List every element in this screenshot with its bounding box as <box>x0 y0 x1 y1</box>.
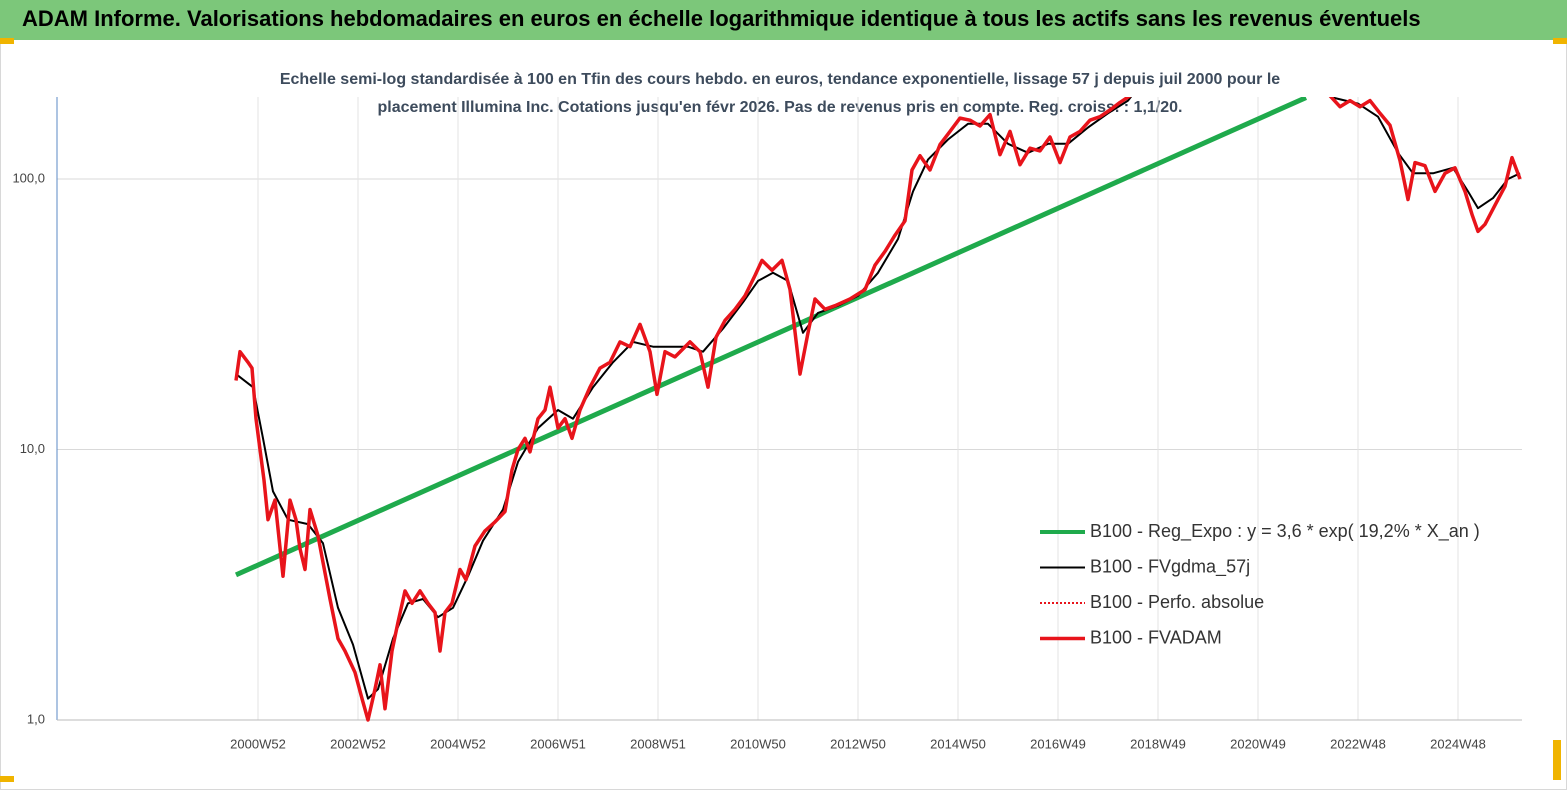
legend-label: B100 - FVgdma_57j <box>1090 556 1250 577</box>
x-tick-label: 2022W48 <box>1330 736 1386 751</box>
legend-label: B100 - Reg_Expo : y = 3,6 * exp( 19,2% *… <box>1090 521 1480 542</box>
header-bar <box>0 0 1567 40</box>
x-tick-label: 2008W51 <box>630 736 686 751</box>
series-line <box>235 97 1521 700</box>
x-tick-label: 2024W48 <box>1430 736 1486 751</box>
plot <box>234 97 1522 722</box>
x-tick-label: 2010W50 <box>730 736 786 751</box>
x-tick-label: 2004W52 <box>430 736 486 751</box>
legend-label: B100 - Perfo. absolue <box>1090 592 1264 612</box>
y-tick-label: 100,0 <box>12 170 45 185</box>
x-tick-label: 2016W49 <box>1030 736 1086 751</box>
chart-title: ADAM Informe. Valorisations hebdomadaire… <box>22 6 1421 31</box>
x-tick-label: 2014W50 <box>930 736 986 751</box>
x-tick-label: 2000W52 <box>230 736 286 751</box>
x-tick-label: 2012W50 <box>830 736 886 751</box>
y-tick-label: 10,0 <box>20 441 45 456</box>
series-line <box>234 97 1522 722</box>
x-tick-label: 2020W49 <box>1230 736 1286 751</box>
y-tick-label: 1,0 <box>27 711 45 726</box>
corner <box>1553 38 1567 44</box>
subtitle: Echelle semi-log standardisée à 100 en T… <box>280 71 1280 88</box>
legend-label: B100 - FVADAM <box>1090 627 1222 647</box>
corner <box>0 776 14 782</box>
corner <box>0 38 14 44</box>
x-tick-label: 2002W52 <box>330 736 386 751</box>
x-tick-label: 2018W49 <box>1130 736 1186 751</box>
subtitle: placement Illumina Inc. Cotations jusqu'… <box>378 99 1183 116</box>
x-tick-label: 2006W51 <box>530 736 586 751</box>
corner <box>1553 740 1561 780</box>
grid: 1,0 10,0 100,0 2000W52 2002W52 2004W52 2006W51… <box>12 97 1522 751</box>
series-line <box>234 97 1308 578</box>
legend: B100 - Reg_Expo : y = 3,6 * exp( 19,2% *… <box>1040 521 1480 647</box>
